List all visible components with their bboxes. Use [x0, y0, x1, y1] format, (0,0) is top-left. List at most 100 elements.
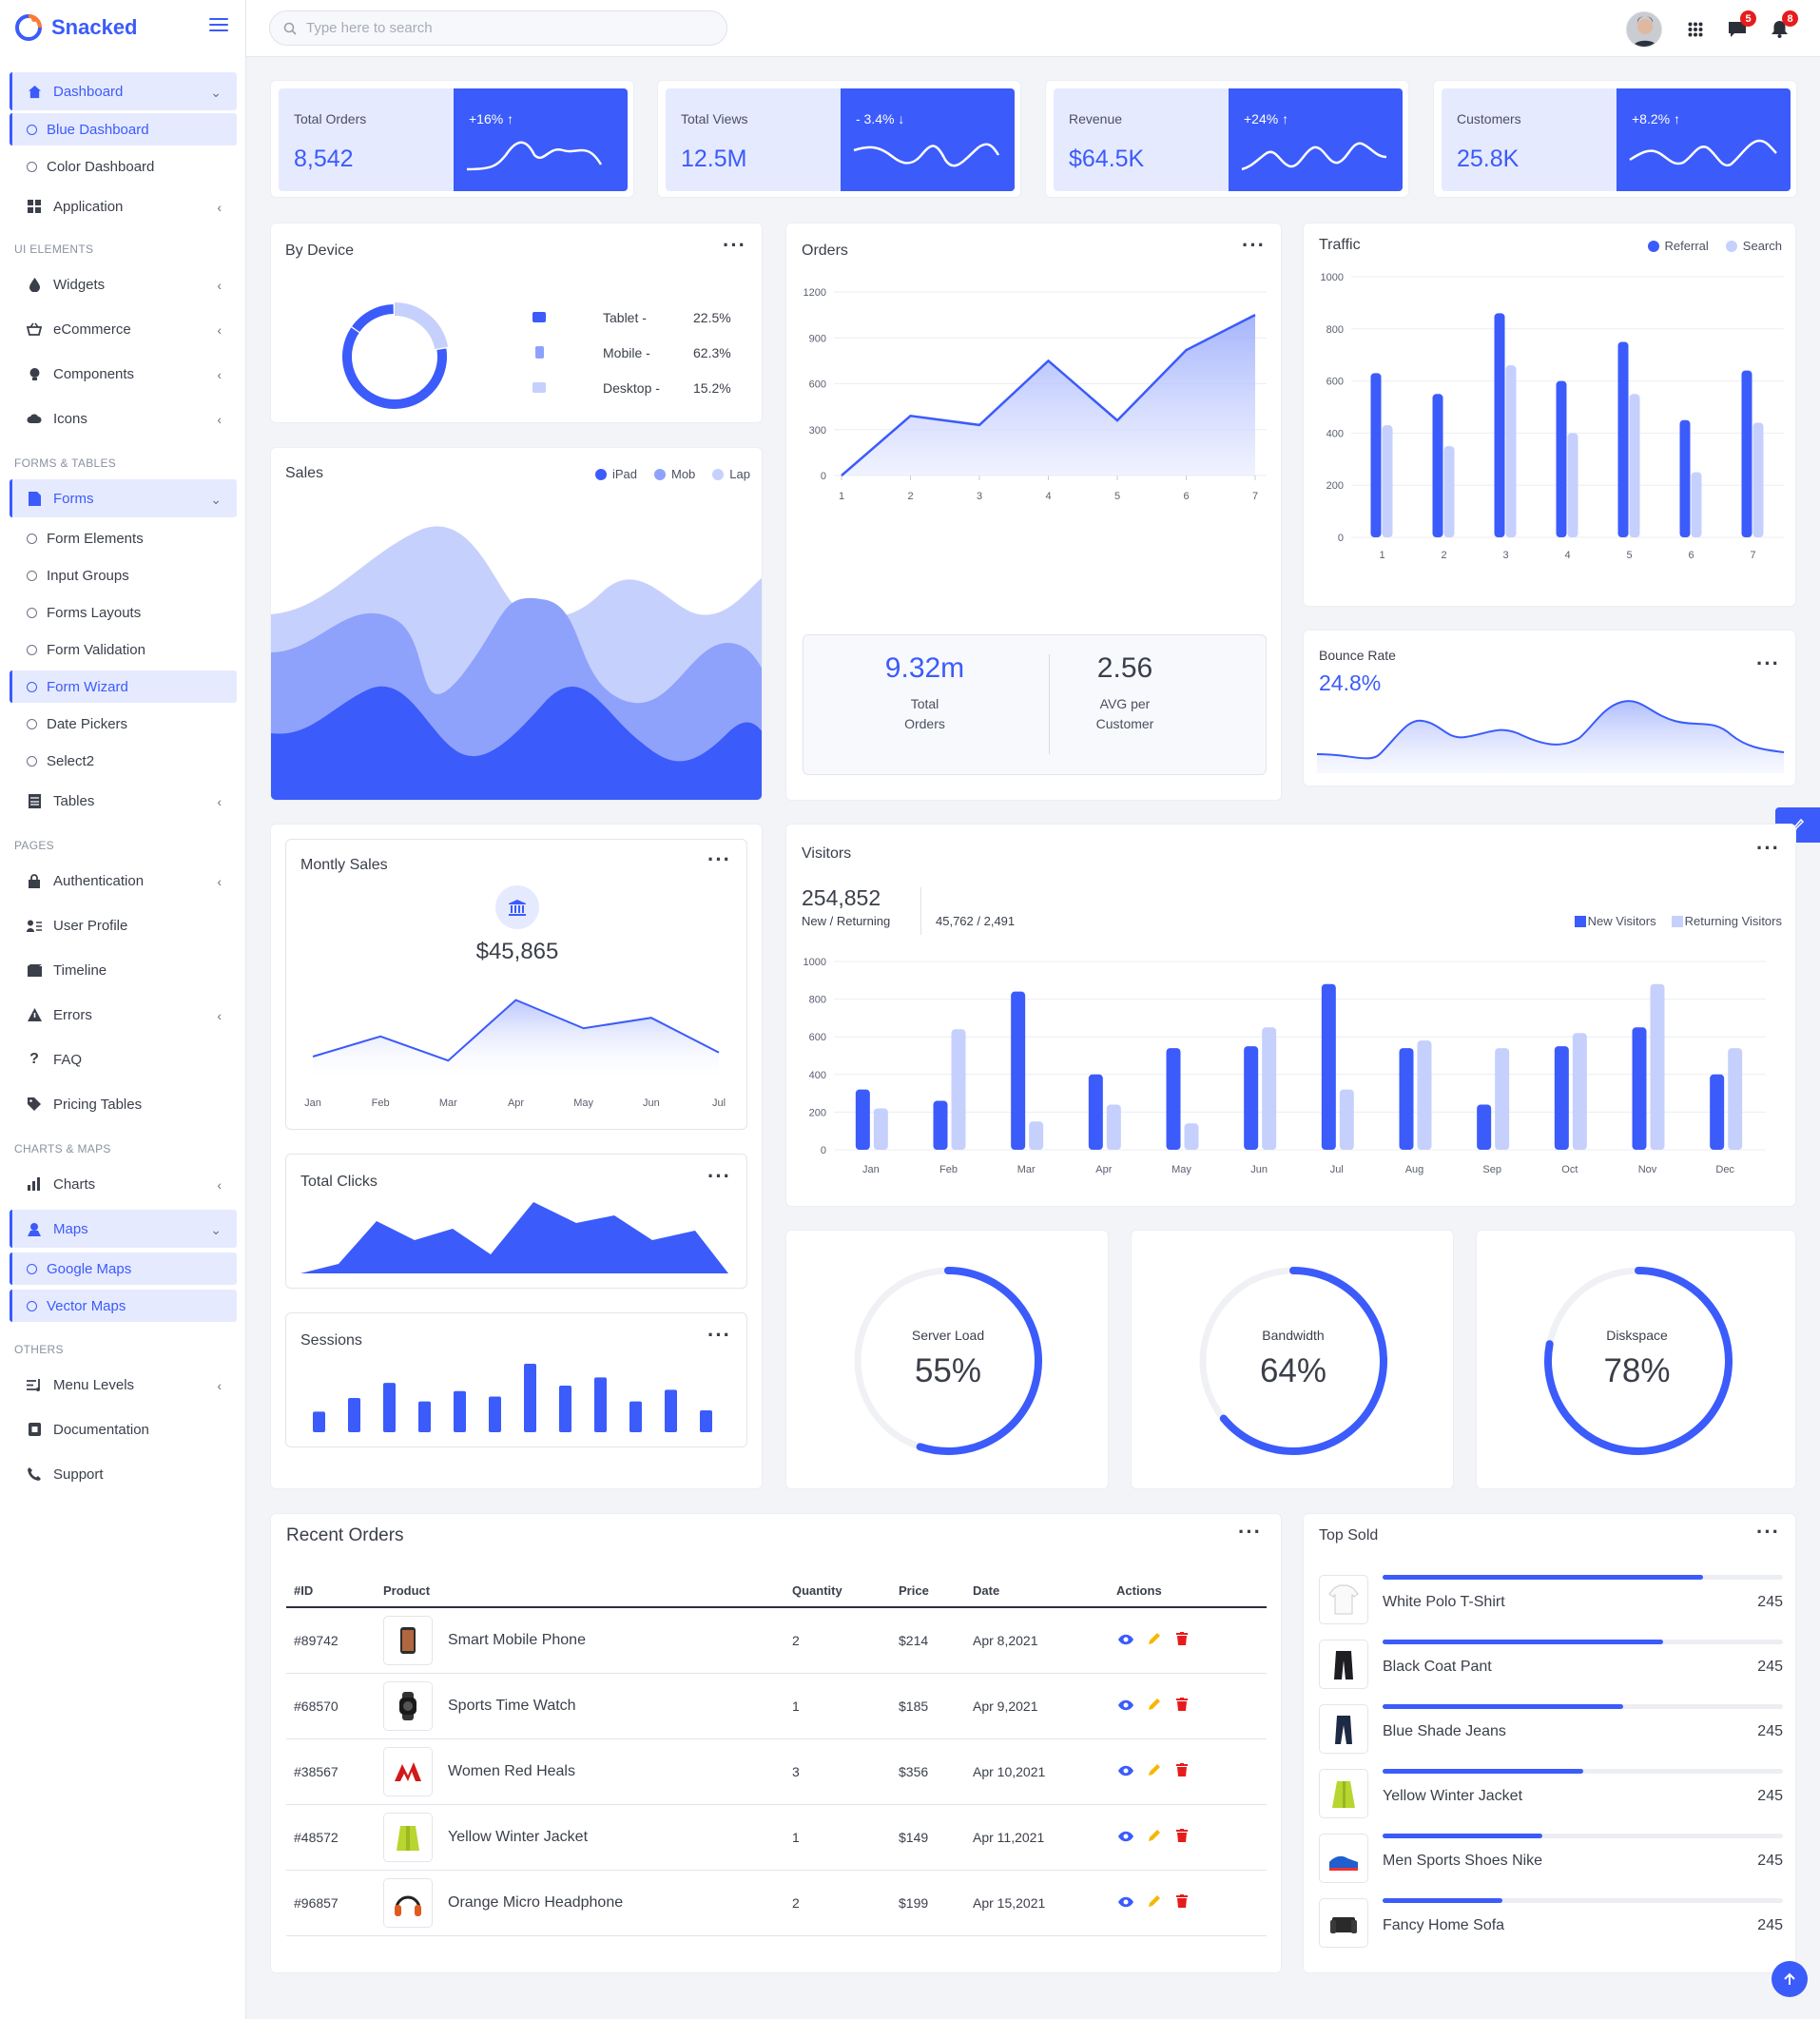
view-icon[interactable] [1118, 1830, 1133, 1845]
table-row[interactable]: #89742 Smart Mobile Phone 2 $214 Apr 8,2… [286, 1607, 1267, 1673]
sidebar-item-components[interactable]: Components ‹ [10, 355, 237, 393]
sidebar-item-date-pickers[interactable]: Date Pickers [10, 708, 237, 740]
product-name: Yellow Winter Jacket [448, 1828, 589, 1845]
table-row[interactable]: #48572 Yellow Winter Jacket 1 $149 Apr 1… [286, 1804, 1267, 1870]
sidebar-item-pricing-tables[interactable]: Pricing Tables [10, 1085, 237, 1123]
y-tick-label: 300 [809, 425, 826, 437]
edit-icon[interactable] [1148, 1763, 1161, 1779]
product-thumbnail [1319, 1640, 1368, 1689]
sidebar-item-support[interactable]: Support [10, 1455, 237, 1493]
product-name: Men Sports Shoes Nike [1383, 1853, 1543, 1869]
bar-search [1691, 472, 1702, 537]
more-options-icon[interactable]: ··· [707, 847, 731, 871]
order-id: #68570 [294, 1698, 339, 1714]
quantity: 3 [792, 1763, 800, 1779]
sidebar-item-documentation[interactable]: Documentation [10, 1410, 237, 1448]
sidebar-item-widgets[interactable]: Widgets ‹ [10, 265, 237, 303]
sidebar-item-form-validation[interactable]: Form Validation [10, 633, 237, 666]
menu-toggle-icon[interactable] [209, 18, 228, 33]
user-list-icon [27, 918, 42, 933]
sidebar-item-maps[interactable]: Maps ⌄ [10, 1210, 237, 1248]
sidebar-item-faq[interactable]: ? FAQ [10, 1040, 237, 1078]
sidebar-item-form-wizard[interactable]: Form Wizard [10, 670, 237, 703]
sidebar-item-forms-layouts[interactable]: Forms Layouts [10, 596, 237, 629]
circle-icon [27, 533, 37, 544]
top-sold-item[interactable]: Blue Shade Jeans 245 [1319, 1700, 1783, 1765]
table-row[interactable]: #96857 Orange Micro Headphone 2 $199 Apr… [286, 1870, 1267, 1935]
y-tick-label: 600 [1326, 377, 1344, 388]
search-box[interactable] [269, 10, 727, 46]
delete-icon[interactable] [1176, 1632, 1188, 1648]
sidebar-item-input-groups[interactable]: Input Groups [10, 559, 237, 592]
view-icon[interactable] [1118, 1633, 1133, 1648]
progress-track [1383, 1834, 1783, 1838]
delete-icon[interactable] [1176, 1829, 1188, 1845]
table-row[interactable]: #68570 Sports Time Watch 1 $185 Apr 9,20… [286, 1673, 1267, 1738]
actions-cell [1116, 1607, 1267, 1673]
sidebar-item-charts[interactable]: Charts ‹ [10, 1165, 237, 1203]
edit-icon[interactable] [1148, 1632, 1161, 1648]
visitors-bar-chart: 0 200 400 600 800 1000 Jan Feb Mar Apr May Jun Jul Au… [804, 957, 1766, 1175]
top-sold-item[interactable]: White Polo T-Shirt 245 [1319, 1571, 1783, 1636]
sidebar-item-form-elements[interactable]: Form Elements [10, 522, 237, 554]
sidebar-item-forms[interactable]: Forms ⌄ [10, 479, 237, 517]
sidebar-item-label: Charts [53, 1175, 96, 1193]
avatar[interactable] [1626, 11, 1662, 48]
edit-icon[interactable] [1148, 1894, 1161, 1911]
sidebar-item-application[interactable]: Application ‹ [10, 187, 237, 225]
search-input[interactable] [306, 20, 706, 36]
back-to-top-button[interactable] [1772, 1961, 1808, 1997]
more-options-icon[interactable]: ··· [1756, 836, 1780, 860]
session-bar [313, 1411, 325, 1432]
view-icon[interactable] [1118, 1699, 1133, 1714]
y-tick-label: 1200 [804, 287, 826, 299]
delete-icon[interactable] [1176, 1763, 1188, 1779]
more-options-icon[interactable]: ··· [1756, 1520, 1780, 1543]
sidebar-item-errors[interactable]: Errors ‹ [10, 996, 237, 1034]
stat-panel: Total Views 12.5M [666, 88, 841, 191]
sidebar-item-authentication[interactable]: Authentication ‹ [10, 862, 237, 900]
view-icon[interactable] [1118, 1895, 1133, 1911]
sidebar-item-blue-dashboard[interactable]: Blue Dashboard [10, 113, 237, 146]
order-date: Apr 10,2021 [973, 1763, 1046, 1779]
edit-icon[interactable] [1148, 1829, 1161, 1845]
sidebar-item-tables[interactable]: Tables ‹ [10, 782, 237, 820]
more-options-icon[interactable]: ··· [723, 233, 746, 257]
more-options-icon[interactable]: ··· [1242, 233, 1266, 257]
more-options-icon[interactable]: ··· [1238, 1520, 1262, 1543]
sidebar-item-google-maps[interactable]: Google Maps [10, 1252, 237, 1285]
sidebar-item-user-profile[interactable]: User Profile [10, 906, 237, 944]
sidebar-item-ecommerce[interactable]: eCommerce ‹ [10, 310, 237, 348]
sidebar-item-icons[interactable]: Icons ‹ [10, 399, 237, 437]
sidebar-item-menu-levels[interactable]: Menu Levels ‹ [10, 1366, 237, 1404]
view-icon[interactable] [1118, 1764, 1133, 1779]
brand[interactable]: Snacked [13, 10, 138, 46]
top-sold-item[interactable]: Yellow Winter Jacket 245 [1319, 1765, 1783, 1830]
delete-icon[interactable] [1176, 1698, 1188, 1714]
card-title: Sales [285, 465, 324, 481]
sales-legend: iPad Mob Lap [578, 467, 750, 481]
delete-icon[interactable] [1176, 1894, 1188, 1911]
product-cell: Yellow Winter Jacket [383, 1804, 792, 1870]
avg-label: Customer [1095, 716, 1154, 731]
session-bar [489, 1396, 501, 1432]
top-sold-item[interactable]: Men Sports Shoes Nike 245 [1319, 1830, 1783, 1894]
table-row[interactable]: #38567 Women Red Heals 3 $356 Apr 10,202… [286, 1738, 1267, 1804]
col-header: Quantity [792, 1583, 842, 1598]
sidebar-item-label: Pricing Tables [53, 1096, 143, 1113]
stat-change: +16% ↑ [469, 111, 514, 126]
sidebar-item-vector-maps[interactable]: Vector Maps [10, 1290, 237, 1322]
top-sold-item[interactable]: Black Coat Pant 245 [1319, 1636, 1783, 1700]
sidebar-item-color-dashboard[interactable]: Color Dashboard [10, 150, 237, 183]
notifications-button[interactable]: 8 [1769, 10, 1798, 40]
sidebar-item-timeline[interactable]: Timeline [10, 951, 237, 989]
apps-grid-icon[interactable] [1685, 19, 1706, 40]
sidebar-item-label: Forms Layouts [47, 604, 142, 621]
top-sold-item[interactable]: Fancy Home Sofa 245 [1319, 1894, 1783, 1959]
price: $199 [899, 1894, 929, 1911]
order-date: Apr 15,2021 [973, 1894, 1046, 1911]
edit-icon[interactable] [1148, 1698, 1161, 1714]
sidebar-item-select2[interactable]: Select2 [10, 745, 237, 777]
sidebar-item-dashboard[interactable]: Dashboard ⌄ [10, 72, 237, 110]
messages-button[interactable]: 5 [1727, 10, 1756, 40]
